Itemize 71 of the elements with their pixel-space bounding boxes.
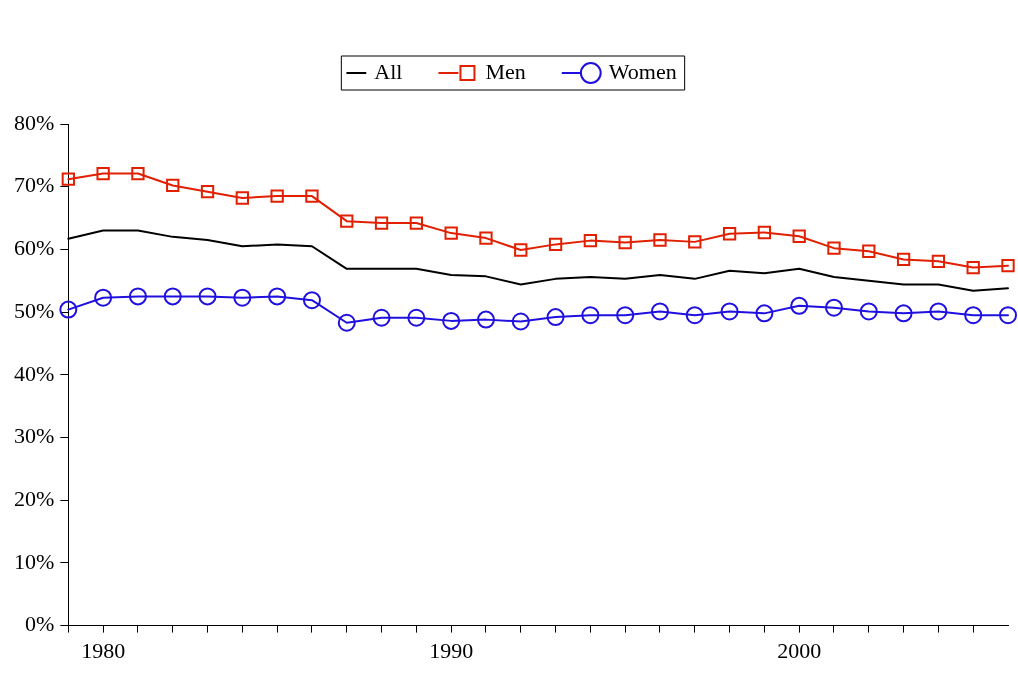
point (268, 287, 287, 306)
y-tick-label: 70% (14, 172, 55, 198)
legend-label: Women (608, 58, 677, 84)
point (479, 231, 493, 245)
point (929, 302, 948, 321)
point (966, 260, 980, 275)
point (720, 302, 739, 321)
point (94, 288, 113, 307)
point (61, 172, 75, 186)
point (372, 308, 391, 327)
point (166, 178, 180, 193)
point (337, 313, 356, 332)
point (618, 235, 632, 250)
point (442, 311, 461, 330)
point (685, 306, 704, 325)
point (688, 235, 702, 249)
point (546, 308, 565, 327)
point (340, 214, 354, 228)
y-tick-label: 30% (14, 423, 55, 449)
point (476, 310, 495, 329)
legend-label: All (374, 58, 403, 84)
point (407, 308, 426, 327)
point (722, 227, 737, 241)
point (96, 166, 110, 181)
point (270, 189, 284, 203)
y-tick-label: 0% (25, 611, 55, 637)
point (862, 244, 876, 258)
point (616, 306, 635, 325)
point (131, 166, 145, 181)
point (755, 304, 774, 323)
point (302, 291, 321, 310)
point (1001, 259, 1015, 273)
y-tick-label: 40% (14, 360, 55, 386)
y-tick-label: 10% (14, 548, 55, 574)
point (650, 302, 669, 321)
point (128, 287, 147, 306)
point (305, 189, 319, 203)
point (824, 298, 843, 317)
point (200, 185, 215, 199)
point (964, 306, 983, 325)
point (894, 304, 913, 323)
y-tick-label: 20% (14, 485, 55, 511)
point (583, 233, 598, 248)
point (198, 287, 217, 306)
point (59, 300, 78, 319)
point (792, 229, 806, 243)
y-tick-label: 80% (14, 109, 55, 135)
legend-label: Men (485, 58, 526, 84)
point (514, 243, 528, 257)
point (233, 288, 252, 307)
point (511, 312, 530, 331)
point (548, 237, 563, 252)
point (374, 216, 389, 230)
point (409, 216, 424, 230)
x-tick-label: 2000 (777, 637, 822, 663)
point (859, 302, 878, 321)
point (235, 191, 249, 205)
y-tick-label: 50% (14, 297, 55, 323)
point (790, 296, 809, 315)
point (757, 225, 772, 240)
x-tick-label: 1990 (429, 637, 474, 663)
point (999, 306, 1017, 325)
point (931, 254, 946, 268)
y-tick-label: 60% (14, 235, 55, 261)
point (653, 233, 667, 247)
point (444, 226, 458, 240)
point (581, 306, 600, 325)
x-tick-label: 1980 (81, 637, 126, 663)
point (163, 287, 182, 306)
point (827, 241, 841, 255)
point (896, 252, 911, 267)
